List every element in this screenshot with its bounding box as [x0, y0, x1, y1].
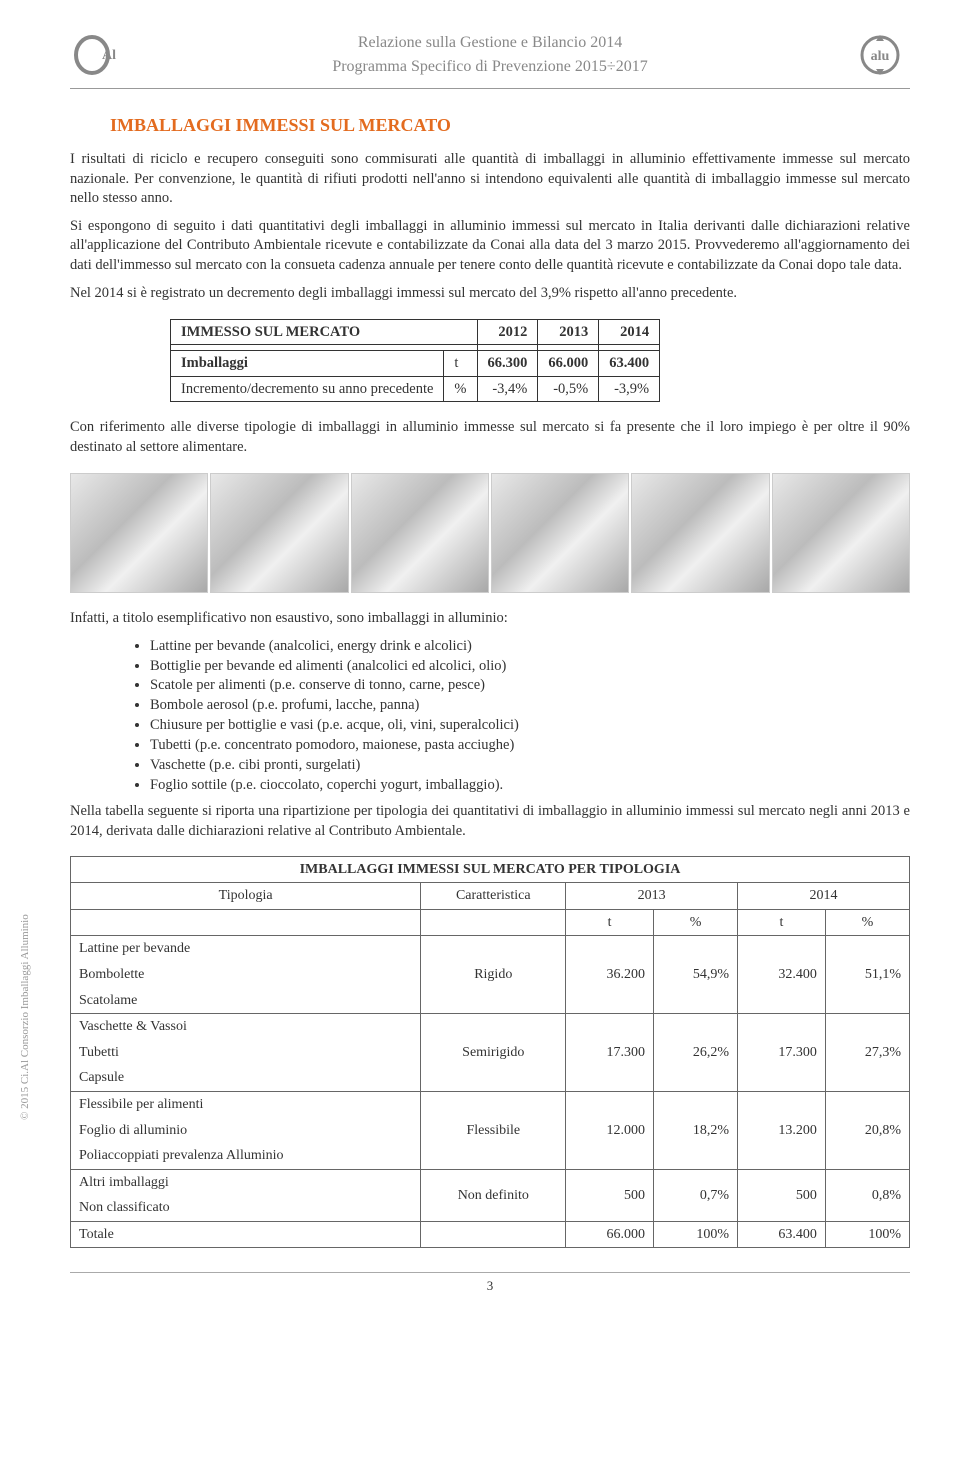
para3: Nel 2014 si è registrato un decremento d… — [70, 284, 910, 304]
t2-g0-t13: 36.200 — [566, 936, 654, 1014]
t1-r0-v0: 66.300 — [477, 351, 538, 376]
t1-r1-unit: % — [444, 376, 477, 401]
t2-s3: % — [825, 909, 909, 936]
t2-g2-p14: 20,8% — [825, 1091, 909, 1169]
t1-r1-v2: -3,9% — [599, 376, 660, 401]
t2-g2-p13: 18,2% — [654, 1091, 738, 1169]
page-number: 3 — [70, 1272, 910, 1295]
bullet-7: Foglio sottile (p.e. cioccolato, coperch… — [150, 776, 910, 795]
t2-g0-car: Rigido — [421, 936, 566, 1014]
t2-g0-r0: Lattine per bevande — [71, 936, 421, 962]
para5: Infatti, a titolo esemplificativo non es… — [70, 609, 910, 629]
t2-g2-t14: 13.200 — [738, 1091, 826, 1169]
t2-g2-r0: Flessibile per alimenti — [71, 1091, 421, 1117]
t2-g3-t14: 500 — [738, 1169, 826, 1221]
t2-g2-r2: Poliaccoppiati prevalenza Alluminio — [71, 1143, 421, 1169]
t2-g1-t13: 17.300 — [566, 1014, 654, 1092]
para4: Con riferimento alle diverse tipologie d… — [70, 418, 910, 457]
header-line1: Relazione sulla Gestione e Bilancio 2014 — [130, 31, 850, 55]
t2-g0-p13: 54,9% — [654, 936, 738, 1014]
header-line2: Programma Specifico di Prevenzione 2015÷… — [130, 55, 850, 79]
t2-s0: t — [566, 909, 654, 936]
img-0 — [70, 473, 208, 593]
t2-tot-p13: 100% — [654, 1221, 738, 1248]
img-5 — [772, 473, 910, 593]
t2-g2-r1: Foglio di alluminio — [71, 1118, 421, 1144]
t1-r1-label: Incremento/decremento su anno precedente — [171, 376, 444, 401]
para2: Si espongono di seguito i dati quantitat… — [70, 217, 910, 276]
t2-tot-t14: 63.400 — [738, 1221, 826, 1248]
t2-g3-car: Non definito — [421, 1169, 566, 1221]
t2-g2-t13: 12.000 — [566, 1091, 654, 1169]
t2-g3-p14: 0,8% — [825, 1169, 909, 1221]
t1-r1-v1: -0,5% — [538, 376, 599, 401]
t2-g0-p14: 51,1% — [825, 936, 909, 1014]
bullet-0: Lattine per bevande (analcolici, energy … — [150, 637, 910, 656]
t2-g1-p13: 26,2% — [654, 1014, 738, 1092]
t2-g1-r2: Capsule — [71, 1065, 421, 1091]
t2-g3-r1: Non classificato — [71, 1195, 421, 1221]
t2-s2: t — [738, 909, 826, 936]
t2-tot-label: Totale — [71, 1221, 421, 1248]
t2-g1-r1: Tubetti — [71, 1040, 421, 1066]
img-1 — [210, 473, 348, 593]
svg-text:Al: Al — [102, 48, 116, 63]
t2-g3-r0: Altri imballaggi — [71, 1169, 421, 1195]
bullet-list: Lattine per bevande (analcolici, energy … — [150, 637, 910, 795]
t2-g0-r2: Scatolame — [71, 988, 421, 1014]
t2-g1-t14: 17.300 — [738, 1014, 826, 1092]
t2-c2: 2013 — [566, 883, 738, 910]
t2-title: IMBALLAGGI IMMESSI SUL MERCATO PER TIPOL… — [71, 856, 910, 883]
t2-g1-p14: 27,3% — [825, 1014, 909, 1092]
t2-s1: % — [654, 909, 738, 936]
bullet-2: Scatole per alimenti (p.e. conserve di t… — [150, 676, 910, 695]
t2-g3-p13: 0,7% — [654, 1169, 738, 1221]
t1-y0: 2012 — [477, 320, 538, 345]
t1-r1-v0: -3,4% — [477, 376, 538, 401]
bullet-3: Bombole aerosol (p.e. profumi, lacche, p… — [150, 696, 910, 715]
t1-r0-label: Imballaggi — [171, 351, 444, 376]
bullet-4: Chiusure per bottiglie e vasi (p.e. acqu… — [150, 716, 910, 735]
page-header: Al Relazione sulla Gestione e Bilancio 2… — [70, 30, 910, 89]
t2-g0-r1: Bombolette — [71, 962, 421, 988]
t2-g1-r0: Vaschette & Vassoi — [71, 1014, 421, 1040]
logo-alu: alu — [850, 30, 910, 80]
t2-g3-t13: 500 — [566, 1169, 654, 1221]
img-4 — [631, 473, 769, 593]
image-strip — [70, 473, 910, 593]
img-3 — [491, 473, 629, 593]
para1: I risultati di riciclo e recupero conseg… — [70, 150, 910, 209]
t1-r0-unit: t — [444, 351, 477, 376]
para6: Nella tabella seguente si riporta una ri… — [70, 802, 910, 841]
svg-text:alu: alu — [871, 49, 890, 64]
t1-r0-v1: 66.000 — [538, 351, 599, 376]
header-text: Relazione sulla Gestione e Bilancio 2014… — [130, 31, 850, 79]
t2-c3: 2014 — [738, 883, 910, 910]
logo-cial: Al — [70, 30, 130, 80]
t2-g2-car: Flessibile — [421, 1091, 566, 1169]
t1-y1: 2013 — [538, 320, 599, 345]
t2-g1-car: Semirigido — [421, 1014, 566, 1092]
bullet-1: Bottiglie per bevande ed alimenti (analc… — [150, 657, 910, 676]
table-immesso: IMMESSO SUL MERCATO 2012 2013 2014 Imbal… — [170, 319, 660, 402]
table-tipologia: IMBALLAGGI IMMESSI SUL MERCATO PER TIPOL… — [70, 856, 910, 1249]
t1-r0-v2: 63.400 — [599, 351, 660, 376]
copyright-sidetext: © 2015 Ci.Al Consorzio Imballaggi Allumi… — [18, 914, 33, 1120]
t2-c1: Caratteristica — [421, 883, 566, 910]
t1-y2: 2014 — [599, 320, 660, 345]
t2-c0: Tipologia — [71, 883, 421, 910]
bullet-5: Tubetti (p.e. concentrato pomodoro, maio… — [150, 736, 910, 755]
t2-tot-t13: 66.000 — [566, 1221, 654, 1248]
img-2 — [351, 473, 489, 593]
t1-title: IMMESSO SUL MERCATO — [171, 320, 478, 345]
bullet-6: Vaschette (p.e. cibi pronti, surgelati) — [150, 756, 910, 775]
t2-g0-t14: 32.400 — [738, 936, 826, 1014]
t2-tot-p14: 100% — [825, 1221, 909, 1248]
section-heading: IMBALLAGGI IMMESSI SUL MERCATO — [110, 113, 910, 138]
